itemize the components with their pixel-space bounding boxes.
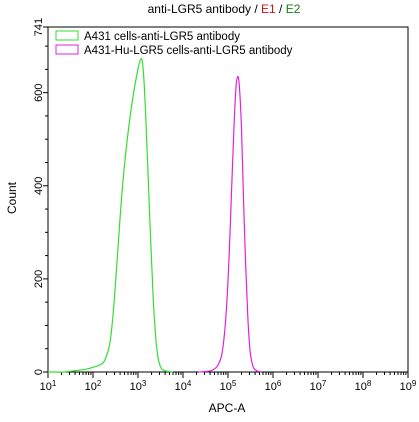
series-line-1 [47,58,174,373]
legend-label-1: A431 cells-anti-LGR5 antibody [84,31,240,43]
x-tick-label: 107 [310,379,327,393]
legend-label-2: A431-Hu-LGR5 cells-anti-LGR5 antibody [84,45,293,57]
y-tick-label: 400 [33,177,45,195]
x-tick-label: 104 [175,379,192,393]
x-axis-title: APC-A [209,401,246,415]
x-tick-label: 102 [85,379,102,393]
chart-title-part-1: / [251,2,261,16]
plot-border [47,26,409,373]
chart-title-part-4: E2 [286,2,301,16]
y-tick-label: 200 [33,270,45,288]
series-layer [47,58,262,373]
plot-frame [47,26,409,373]
x-axis: 101 102 103 104 105 106 107 108 109 [40,372,417,393]
chart-title: anti-LGR5 antibody / E1 / E2 [148,2,301,16]
chart-title-part-2: E1 [261,2,276,16]
y-axis: 0 200 400 600 741 [33,18,48,375]
y-tick-label: 0 [33,369,45,375]
x-tick-label: 103 [130,379,147,393]
x-tick-label: 106 [265,379,282,393]
y-tick-label: 741 [33,18,45,36]
x-tick-label: 101 [40,379,57,393]
legend-swatch-2 [55,44,79,55]
legend-swatch-1 [55,30,79,41]
chart-title-part-3: / [276,2,286,16]
x-tick-label: 105 [220,379,237,393]
chart-title-part-0: anti-LGR5 antibody [148,2,251,16]
series-line-2 [198,75,262,373]
legend: A431 cells-anti-LGR5 antibody A431-Hu-LGR… [55,30,293,57]
y-tick-label: 600 [33,83,45,101]
x-tick-label: 108 [355,379,372,393]
y-axis-title: Count [5,181,19,214]
x-tick-label: 109 [400,379,417,393]
